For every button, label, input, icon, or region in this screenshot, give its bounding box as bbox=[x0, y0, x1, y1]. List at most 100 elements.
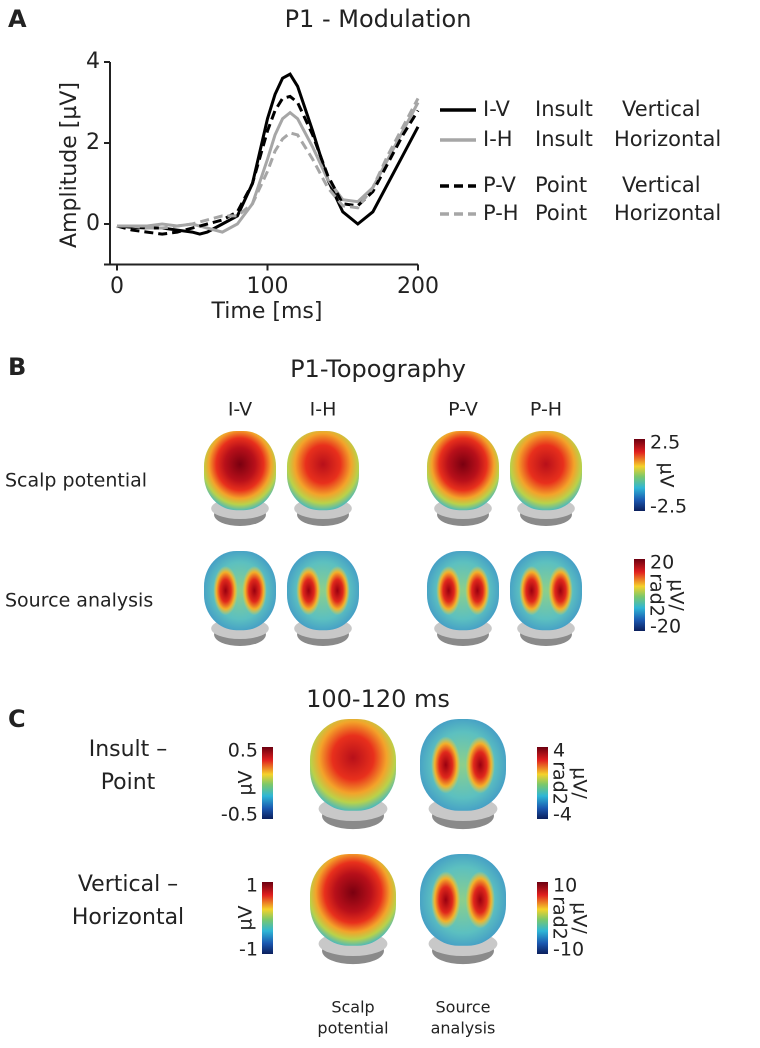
legend-condition: Point bbox=[535, 173, 587, 197]
head-map bbox=[420, 854, 506, 965]
colorbar bbox=[537, 747, 548, 819]
colorbar-max: 10 bbox=[553, 875, 577, 897]
colorbar-unit: rad2 bbox=[646, 573, 668, 617]
legend-label: I-H bbox=[483, 127, 513, 151]
head-map bbox=[287, 551, 359, 647]
head-map bbox=[510, 551, 582, 647]
legend-orientation: Horizontal bbox=[614, 201, 721, 225]
source-blob bbox=[431, 871, 461, 929]
source-blob bbox=[242, 565, 267, 616]
panel-label: B bbox=[8, 353, 26, 381]
colorbar bbox=[537, 882, 548, 954]
x-tick-label: 200 bbox=[397, 274, 439, 299]
colorbar bbox=[262, 882, 273, 954]
source-blob bbox=[465, 736, 495, 794]
colorbar-unit: µV bbox=[235, 905, 257, 930]
series-line bbox=[117, 97, 420, 230]
colorbar-unit: µV/ bbox=[666, 579, 688, 611]
legend-orientation: Vertical bbox=[622, 97, 701, 121]
colorbar-max: 2.5 bbox=[650, 432, 680, 454]
colorbar-unit: µV/ bbox=[569, 902, 591, 934]
head-map bbox=[287, 431, 359, 527]
head-map bbox=[204, 431, 276, 527]
y-tick-label: 4 bbox=[86, 49, 100, 74]
colorbar-min: -4 bbox=[553, 804, 572, 826]
source-blob bbox=[436, 565, 461, 616]
colorbar bbox=[634, 559, 645, 631]
column-label: I-H bbox=[310, 399, 337, 421]
column-label: P-H bbox=[530, 399, 562, 421]
head-map bbox=[310, 719, 396, 830]
row-label: Scalp potential bbox=[5, 470, 147, 492]
source-blob bbox=[213, 565, 238, 616]
colorbar bbox=[634, 439, 645, 511]
column-label: I-V bbox=[228, 399, 252, 421]
colorbar-unit: rad2 bbox=[549, 761, 571, 805]
head-shape bbox=[287, 431, 359, 511]
x-axis-label: Time [ms] bbox=[211, 299, 323, 324]
source-blob bbox=[465, 565, 490, 616]
head-map bbox=[427, 431, 499, 527]
panel-label: C bbox=[8, 705, 26, 733]
legend-orientation: Horizontal bbox=[614, 127, 721, 151]
series-line bbox=[116, 72, 420, 236]
head-shape bbox=[510, 431, 582, 511]
head-map bbox=[420, 719, 506, 830]
source-blob bbox=[431, 736, 461, 794]
colorbar-min: -20 bbox=[650, 616, 681, 638]
row-label: Horizontal bbox=[72, 905, 184, 930]
colorbar-min: -0.5 bbox=[221, 804, 258, 826]
head-map bbox=[310, 854, 396, 965]
colorbar-unit: µV bbox=[235, 770, 257, 795]
y-tick-label: 0 bbox=[86, 211, 100, 236]
column-caption: analysis bbox=[431, 1019, 496, 1038]
colorbar-min: -10 bbox=[553, 939, 584, 961]
source-blob bbox=[296, 565, 321, 616]
head-map bbox=[510, 431, 582, 527]
column-caption: Source bbox=[436, 998, 491, 1017]
colorbar bbox=[262, 747, 273, 819]
colorbar-max: 4 bbox=[553, 740, 565, 762]
colorbar-unit: µV/ bbox=[569, 767, 591, 799]
x-tick-label: 0 bbox=[110, 274, 124, 299]
column-caption: Scalp bbox=[331, 998, 374, 1017]
legend-label: P-V bbox=[483, 173, 517, 197]
head-map bbox=[427, 551, 499, 647]
colorbar-min: -2.5 bbox=[650, 496, 687, 518]
column-label: P-V bbox=[448, 399, 478, 421]
panel-title: P1-Topography bbox=[290, 355, 466, 383]
head-map bbox=[204, 551, 276, 647]
head-shape bbox=[310, 719, 396, 811]
row-label: Point bbox=[101, 770, 156, 795]
legend-condition: Insult bbox=[535, 97, 593, 121]
colorbar-unit: µV bbox=[656, 462, 678, 487]
source-blob bbox=[325, 565, 350, 616]
legend-label: P-H bbox=[483, 201, 519, 225]
source-blob bbox=[465, 871, 495, 929]
legend-label: I-V bbox=[483, 97, 511, 121]
chart-title: P1 - Modulation bbox=[285, 5, 472, 33]
series-line bbox=[116, 94, 420, 236]
legend-condition: Insult bbox=[535, 127, 593, 151]
head-shape bbox=[310, 854, 396, 946]
head-shape bbox=[204, 431, 276, 511]
panel-title: 100-120 ms bbox=[306, 685, 450, 713]
colorbar-min: -1 bbox=[239, 939, 258, 961]
x-tick-label: 100 bbox=[247, 274, 289, 299]
row-label: Vertical – bbox=[78, 872, 178, 897]
y-axis-label: Amplitude [µV] bbox=[57, 82, 82, 248]
column-caption: potential bbox=[317, 1019, 388, 1038]
panel-label: A bbox=[8, 5, 27, 33]
y-tick-label: 2 bbox=[86, 130, 100, 155]
source-blob bbox=[548, 565, 573, 616]
colorbar-max: 20 bbox=[650, 552, 674, 574]
head-shape bbox=[427, 431, 499, 511]
legend-orientation: Vertical bbox=[622, 173, 701, 197]
row-label: Source analysis bbox=[5, 590, 153, 612]
colorbar-unit: rad2 bbox=[549, 896, 571, 940]
legend-condition: Point bbox=[535, 201, 587, 225]
colorbar-max: 1 bbox=[246, 875, 258, 897]
colorbar-max: 0.5 bbox=[228, 740, 258, 762]
source-blob bbox=[519, 565, 544, 616]
